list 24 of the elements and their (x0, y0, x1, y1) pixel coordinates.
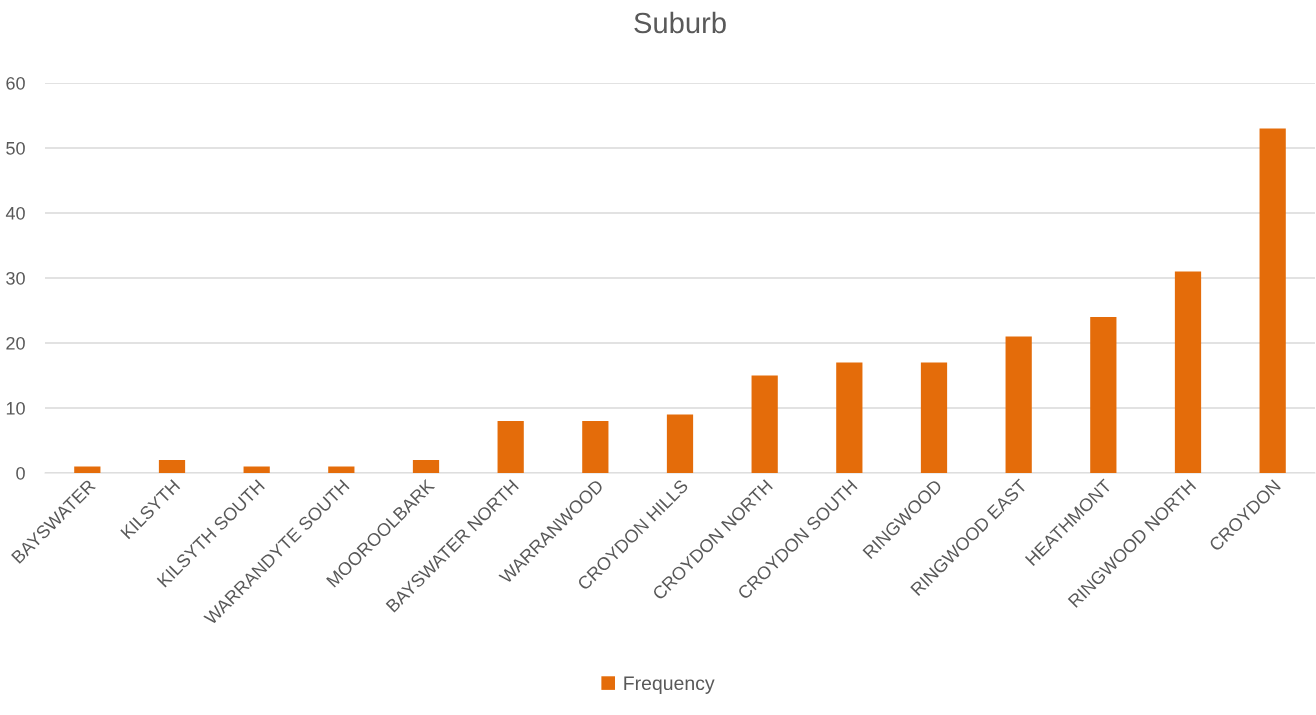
bar (1174, 271, 1202, 473)
y-tick-label: 10 (6, 401, 25, 415)
y-tick-label: 20 (6, 336, 25, 350)
legend-label: Frequency (624, 676, 715, 694)
bar (243, 466, 270, 473)
bar (582, 421, 609, 473)
chart-title: Suburb (634, 11, 726, 34)
bar (751, 375, 778, 473)
y-tick-label: 30 (6, 271, 25, 285)
y-tick-label: 50 (6, 141, 25, 155)
y-tick-label: 0 (16, 466, 25, 480)
bar (1259, 128, 1286, 473)
bar (1090, 317, 1117, 473)
bar (158, 460, 186, 473)
bar (920, 362, 948, 473)
bar (74, 466, 101, 473)
bar (412, 460, 440, 473)
bar (497, 421, 524, 473)
y-tick-label: 40 (5, 206, 25, 220)
bar (836, 362, 863, 473)
bar (1005, 336, 1032, 473)
y-tick-label: 60 (6, 76, 25, 90)
bar (666, 414, 694, 473)
bar (328, 466, 355, 473)
